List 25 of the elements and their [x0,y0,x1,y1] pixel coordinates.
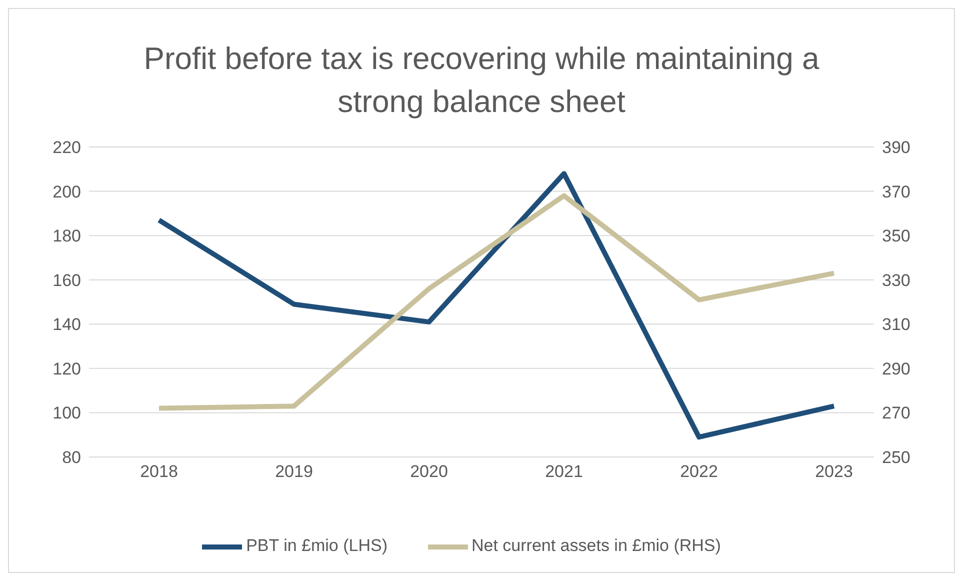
y-tick-label: 120 [52,359,81,378]
x-tick-label: 2018 [140,462,178,482]
y-tick-label: 180 [52,226,81,246]
y2-tick-label: 370 [882,182,910,202]
y2-tick-label: 330 [882,270,910,290]
legend-label: Net current assets in £mio (RHS) [472,536,721,556]
y2-tick-label: 350 [882,226,910,246]
y-tick-label: 220 [52,138,81,158]
legend-label: PBT in £mio (LHS) [246,536,388,556]
y2-tick-label: 250 [882,448,910,468]
y-tick-label: 140 [52,315,81,334]
y2-tick-label: 290 [882,359,910,378]
y2-tick-label: 390 [882,138,910,158]
y-tick-label: 80 [62,448,81,468]
y-tick-label: 160 [52,270,81,290]
x-tick-label: 2020 [410,462,448,482]
chart-title: Profit before tax is recovering while maintaining a strong balance sheet [142,40,820,121]
y-tick-label: 200 [52,182,81,202]
x-tick-label: 2022 [680,462,718,482]
x-tick-label: 2023 [815,462,853,482]
y2-tick-label: 310 [882,315,910,334]
x-tick-label: 2019 [275,462,313,482]
x-tick-label: 2021 [545,462,583,482]
y-tick-label: 100 [52,404,81,423]
y2-tick-label: 270 [882,404,910,423]
